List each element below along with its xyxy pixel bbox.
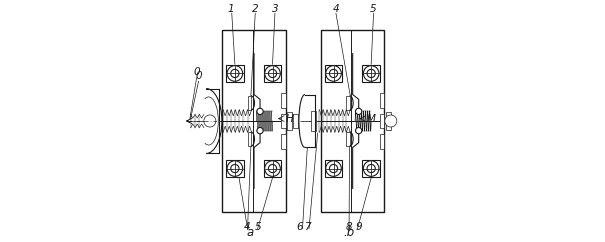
Text: 4: 4: [243, 222, 250, 233]
Circle shape: [231, 164, 239, 173]
Text: 0: 0: [195, 71, 202, 81]
Bar: [222, 30, 286, 212]
Circle shape: [329, 69, 338, 78]
Text: 0: 0: [194, 67, 200, 77]
Circle shape: [356, 128, 362, 134]
Bar: [352, 121, 384, 212]
Bar: [281, 93, 286, 108]
Bar: [226, 160, 244, 177]
Bar: [385, 112, 391, 130]
Circle shape: [325, 161, 341, 176]
Bar: [264, 65, 281, 82]
Bar: [247, 132, 251, 146]
Bar: [346, 132, 350, 146]
Circle shape: [367, 164, 375, 173]
Text: 8: 8: [345, 222, 352, 233]
Bar: [325, 160, 342, 177]
Circle shape: [325, 66, 341, 81]
Bar: [287, 112, 292, 130]
Text: 4: 4: [333, 4, 339, 14]
Circle shape: [231, 69, 239, 78]
Circle shape: [329, 164, 338, 173]
Bar: [321, 121, 352, 212]
Bar: [264, 160, 281, 177]
Circle shape: [356, 108, 362, 114]
Bar: [247, 96, 251, 110]
Bar: [321, 30, 384, 212]
Text: 3: 3: [272, 4, 278, 14]
Bar: [362, 65, 380, 82]
Bar: [380, 134, 384, 149]
Bar: [281, 114, 286, 128]
Text: M: M: [367, 113, 376, 124]
Text: a: a: [247, 227, 254, 240]
Bar: [362, 160, 380, 177]
Circle shape: [269, 69, 276, 78]
Text: 2: 2: [252, 4, 258, 14]
Circle shape: [364, 161, 379, 176]
Circle shape: [265, 161, 280, 176]
Circle shape: [367, 69, 375, 78]
Circle shape: [364, 66, 379, 81]
Circle shape: [227, 161, 243, 176]
Bar: [312, 111, 316, 131]
Bar: [222, 30, 253, 121]
Circle shape: [257, 108, 263, 114]
Bar: [253, 121, 286, 212]
Bar: [380, 114, 384, 128]
Bar: [222, 121, 253, 212]
Text: 5: 5: [370, 4, 377, 14]
Text: 6: 6: [297, 222, 303, 233]
Bar: [325, 65, 342, 82]
Text: 5: 5: [254, 222, 261, 233]
Bar: [226, 65, 244, 82]
Circle shape: [269, 164, 276, 173]
Circle shape: [265, 66, 280, 81]
Bar: [346, 96, 350, 110]
Bar: [293, 114, 298, 128]
Bar: [321, 30, 352, 121]
Circle shape: [385, 115, 397, 127]
Bar: [380, 93, 384, 108]
Text: 7: 7: [304, 222, 310, 233]
Text: 9: 9: [355, 222, 362, 233]
Circle shape: [257, 128, 263, 134]
Bar: [352, 30, 384, 121]
Bar: [281, 134, 286, 149]
Circle shape: [227, 66, 243, 81]
Text: 1: 1: [228, 4, 235, 14]
Text: .b: .b: [344, 227, 355, 240]
Text: H: H: [286, 113, 293, 124]
Bar: [253, 30, 286, 121]
